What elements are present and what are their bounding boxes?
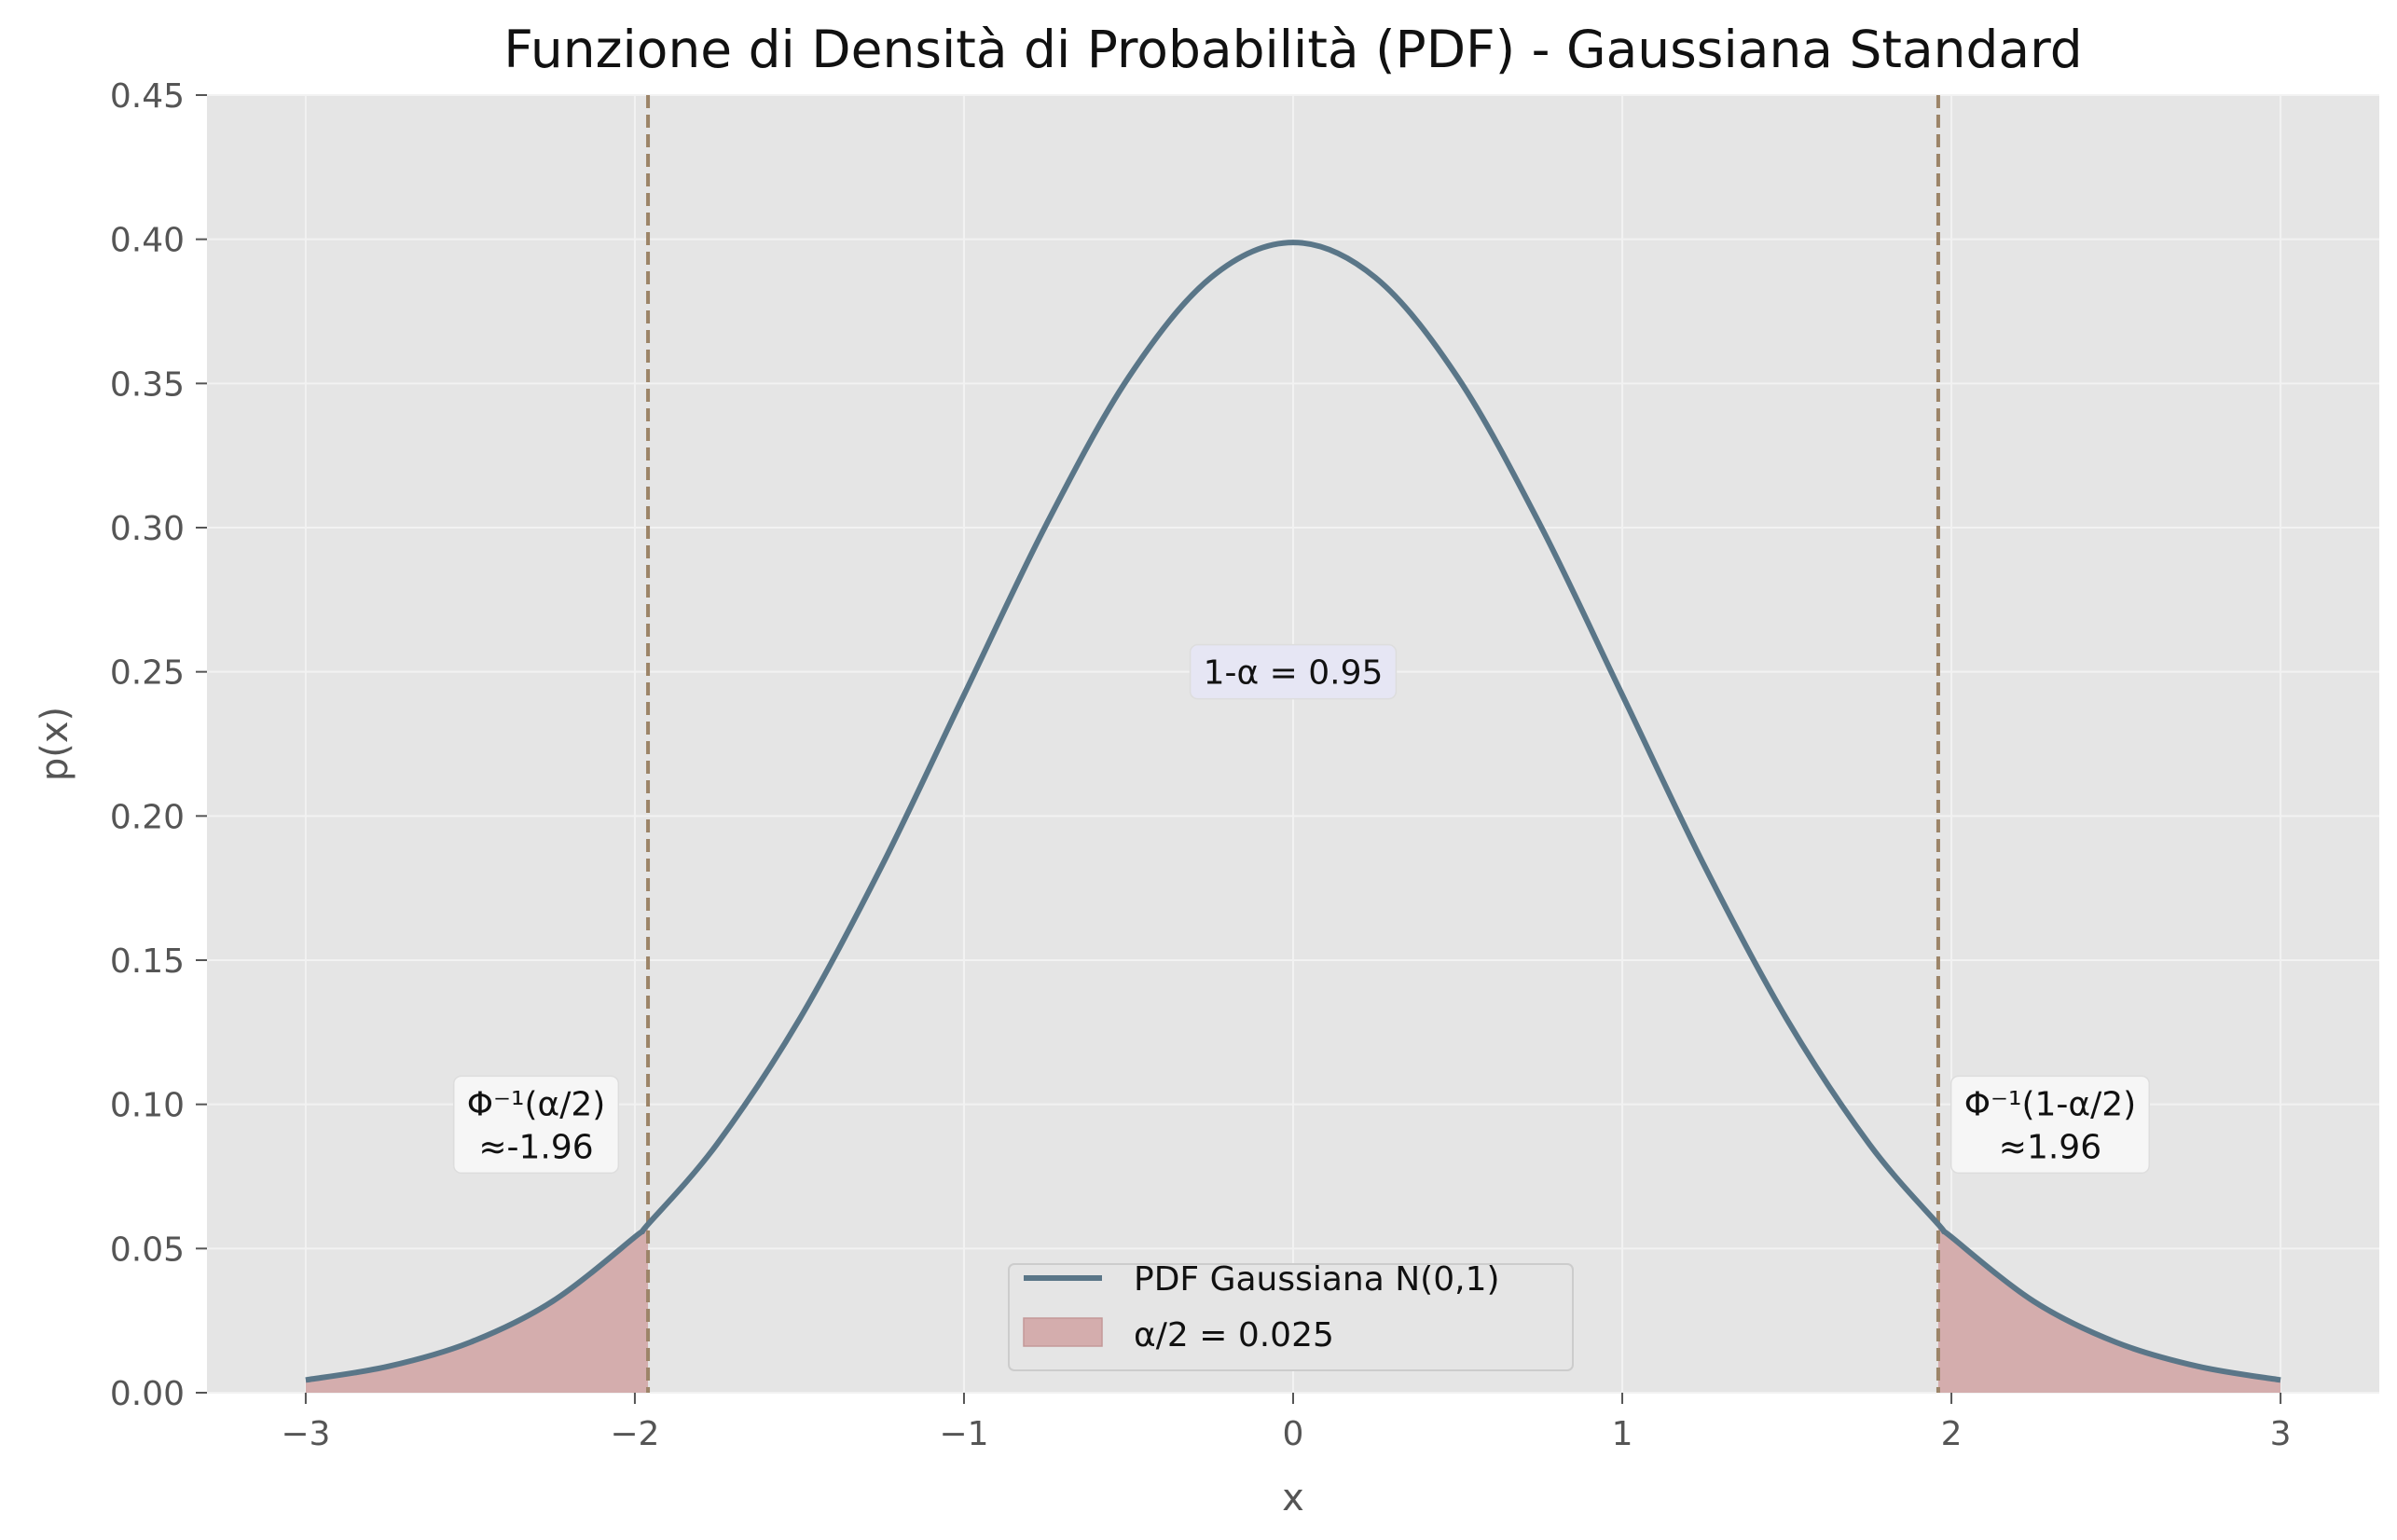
- x-tick-label-2: −1: [939, 1415, 988, 1453]
- y-tick-label-3: 0.15: [110, 942, 185, 981]
- y-tick-label-1: 0.05: [110, 1231, 185, 1269]
- legend-entry-pdf: PDF Gaussiana N(0,1): [1134, 1260, 1500, 1299]
- y-tick-label-4: 0.20: [110, 798, 185, 836]
- annotation-text-right-0: Φ⁻¹(1-α/2): [1964, 1085, 2137, 1123]
- annotation-box-right: [1949, 1075, 2150, 1175]
- right-tail-area: [1937, 1224, 2281, 1393]
- x-tick-label-4: 1: [1612, 1415, 1633, 1453]
- annotation-box-center: [1189, 643, 1398, 700]
- annotation-text-center-0: 1-α = 0.95: [1204, 654, 1384, 693]
- y-tick-label-0: 0.00: [110, 1375, 185, 1413]
- y-tick-label-8: 0.40: [110, 222, 185, 260]
- y-tick-label-2: 0.10: [110, 1087, 185, 1125]
- y-tick-label-5: 0.25: [110, 654, 185, 693]
- annotations: 1-α = 0.95 Φ⁻¹(α/2) ≈-1.96 Φ⁻¹(1-α/2) ≈1.96: [452, 643, 2150, 1175]
- annotation-text-left-1: ≈-1.96: [478, 1128, 593, 1166]
- critical-value-lines: [646, 95, 1940, 1393]
- left-tail-area: [305, 1224, 649, 1393]
- x-tick-label-5: 2: [1941, 1415, 1963, 1453]
- x-tick-label-1: −2: [610, 1415, 659, 1453]
- legend-box: [1008, 1263, 1574, 1371]
- y-tick-label-7: 0.35: [110, 365, 185, 404]
- annotation-text-left-0: Φ⁻¹(α/2): [467, 1085, 606, 1123]
- chart-title: Funzione di Densità di Probabilità (PDF)…: [503, 20, 2082, 79]
- annotation-box-left: [452, 1075, 620, 1175]
- annotation-center: 1-α = 0.95: [1189, 643, 1398, 700]
- x-tick-label-3: 0: [1283, 1415, 1304, 1453]
- legend-patch-swatch: [1023, 1317, 1103, 1347]
- y-tick-label-9: 0.45: [110, 77, 185, 116]
- annotation-left: Φ⁻¹(α/2) ≈-1.96: [452, 1075, 620, 1175]
- annotation-text-right-1: ≈1.96: [1999, 1128, 2101, 1166]
- y-axis-label: p(x): [34, 707, 76, 781]
- x-axis-label: x: [1282, 1477, 1304, 1519]
- axes: −3 −2 −1 0 1 2 3 0.00 0.05 0.10 0.15 0.20 0.25 0.30 0.…: [110, 77, 2292, 1453]
- x-tick-label-6: 3: [2270, 1415, 2292, 1453]
- x-tick-label-0: −3: [281, 1415, 330, 1453]
- legend-entry-tails: α/2 = 0.025: [1134, 1316, 1334, 1354]
- annotation-right: Φ⁻¹(1-α/2) ≈1.96: [1949, 1075, 2150, 1175]
- legend: PDF Gaussiana N(0,1) α/2 = 0.025: [1008, 1260, 1574, 1371]
- pdf-curve-group: [305, 240, 2281, 1383]
- pdf-curve: [305, 240, 2281, 1383]
- y-tick-label-6: 0.30: [110, 510, 185, 548]
- shaded-tails: [305, 1224, 2281, 1393]
